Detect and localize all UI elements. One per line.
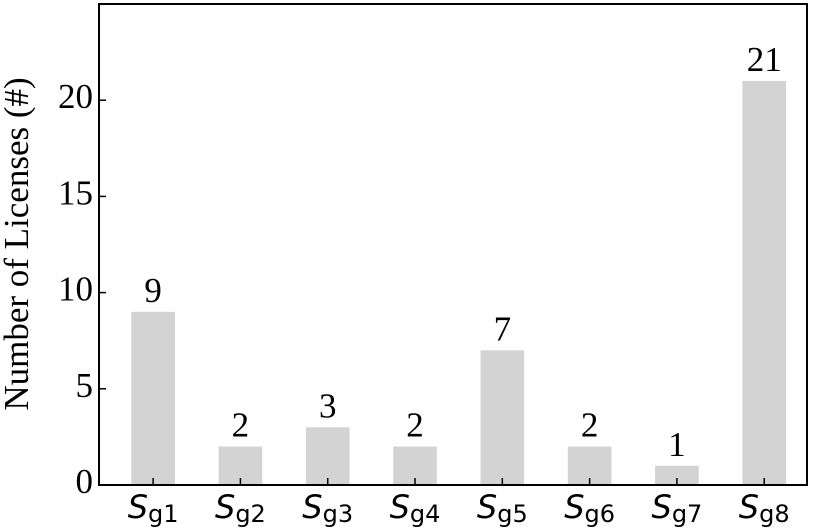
x-tick-label: Sg7 bbox=[652, 488, 703, 528]
value-label: 2 bbox=[581, 406, 599, 445]
bar bbox=[742, 80, 787, 486]
x-tick-label-part: S bbox=[652, 488, 672, 526]
x-tick-label-part: g8 bbox=[759, 500, 790, 528]
y-tick-label: 0 bbox=[76, 462, 94, 501]
bar bbox=[131, 311, 175, 485]
x-tick-label-part: S bbox=[128, 488, 148, 526]
bar bbox=[480, 350, 525, 485]
x-tick-label-part: g3 bbox=[323, 500, 354, 528]
y-tick-label: 15 bbox=[58, 173, 93, 212]
bar bbox=[655, 465, 699, 485]
x-tick-label-part: S bbox=[302, 488, 322, 526]
x-tick-label: Sg3 bbox=[302, 488, 353, 528]
x-tick-label: Sg4 bbox=[390, 488, 441, 528]
y-tick-label: 5 bbox=[76, 366, 94, 405]
x-tick-label-part: S bbox=[390, 488, 410, 526]
x-tick-label-part: g5 bbox=[497, 500, 528, 528]
value-label: 2 bbox=[232, 406, 250, 445]
x-tick-label: Sg5 bbox=[477, 488, 528, 528]
x-tick-label-part: g7 bbox=[672, 500, 703, 528]
value-label: 1 bbox=[668, 425, 686, 464]
x-tick-label-part: S bbox=[477, 488, 497, 526]
y-tick-label: 10 bbox=[58, 270, 93, 309]
value-label: 2 bbox=[406, 406, 424, 445]
value-label: 21 bbox=[747, 40, 782, 79]
value-label: 7 bbox=[494, 309, 512, 348]
x-tick-label-part: S bbox=[215, 488, 235, 526]
x-tick-label: Sg6 bbox=[564, 488, 615, 528]
x-tick-label: Sg1 bbox=[128, 488, 179, 528]
plot-frame bbox=[98, 3, 808, 486]
y-axis-label: Number of Licenses (#) bbox=[0, 77, 36, 410]
value-label: 3 bbox=[319, 386, 337, 425]
x-tick-label-part: g4 bbox=[410, 500, 441, 528]
x-tick-label: Sg2 bbox=[215, 488, 266, 528]
x-tick-label: Sg8 bbox=[739, 488, 790, 528]
x-tick-label-part: g1 bbox=[148, 500, 179, 528]
y-tick-label: 20 bbox=[58, 77, 93, 116]
x-tick-label-part: S bbox=[564, 488, 584, 526]
x-tick-label-part: S bbox=[739, 488, 759, 526]
value-label: 9 bbox=[144, 271, 162, 310]
x-tick-label-part: g6 bbox=[585, 500, 616, 528]
x-tick-label-part: g2 bbox=[235, 500, 266, 528]
bar bbox=[305, 427, 350, 485]
